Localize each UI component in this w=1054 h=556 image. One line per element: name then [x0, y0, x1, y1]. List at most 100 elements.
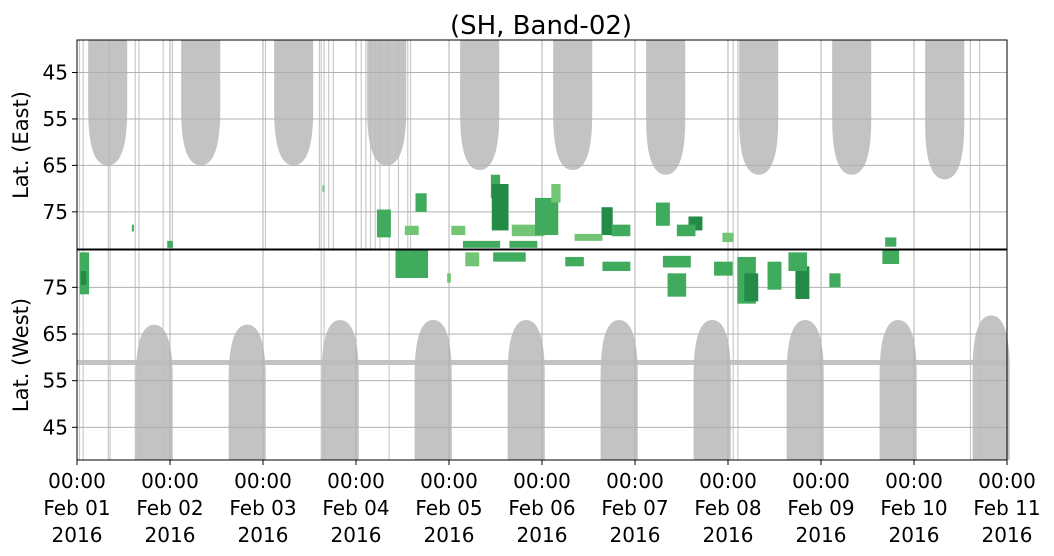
y-tick-label: 45 [43, 415, 68, 439]
no-data-lobe [228, 324, 266, 460]
no-data-line [138, 250, 140, 460]
west-no-data-coverage [77, 250, 1010, 460]
west-panel: 75 65 55 45 [43, 249, 1010, 461]
west-y-ticks: 75 65 55 45 [43, 275, 77, 439]
event-cell [376, 209, 391, 238]
no-data-lobe [786, 320, 824, 460]
x-tick-time: 00:00 [699, 469, 757, 493]
event-cell [451, 225, 466, 236]
no-data-line [374, 40, 376, 249]
no-data-lobe [600, 320, 638, 460]
no-data-line [320, 250, 322, 460]
x-tick-time: 00:00 [792, 469, 850, 493]
event-cell [676, 224, 696, 237]
x-tick-date: Feb 04 [322, 496, 389, 520]
no-data-lobe [972, 315, 1010, 460]
event-cell [601, 207, 613, 236]
event-cell [788, 252, 808, 271]
x-axis-ticks: 00:00 Feb 01 2016 00:00 Feb 02 2016 00:00 Feb 0… [43, 460, 1041, 547]
event-cell [744, 273, 759, 302]
x-tick-time: 00:00 [420, 469, 478, 493]
y-tick-label: 75 [43, 200, 68, 224]
no-data-line [737, 40, 739, 249]
event-cell [462, 240, 501, 248]
x-tick-year: 2016 [424, 523, 475, 547]
no-data-lobe [460, 40, 500, 171]
event-cell [167, 240, 173, 248]
no-data-line [732, 40, 734, 249]
x-tick-time: 00:00 [234, 469, 292, 493]
no-data-line [78, 40, 81, 249]
no-data-lobe [321, 320, 359, 460]
event-cell [509, 240, 538, 248]
no-data-line [397, 40, 400, 249]
no-data-line [732, 250, 734, 460]
x-tick-time: 00:00 [327, 469, 385, 493]
no-data-line [109, 250, 111, 460]
x-tick-date: Feb 01 [43, 496, 110, 520]
east-event-cells [131, 174, 897, 248]
x-tick-date: Feb 02 [136, 496, 203, 520]
event-cell [795, 266, 810, 299]
x-tick-year: 2016 [145, 523, 196, 547]
event-cell [611, 224, 631, 237]
no-data-line [979, 250, 981, 460]
event-cell [767, 261, 782, 290]
event-cell [447, 273, 451, 283]
chart-title: (SH, Band-02) [450, 11, 632, 41]
x-tick-year: 2016 [889, 523, 940, 547]
no-data-lobe [879, 320, 917, 460]
x-tick-time: 00:00 [885, 469, 943, 493]
event-cell [395, 250, 429, 278]
no-data-line [369, 40, 372, 249]
x-tick-year: 2016 [52, 523, 103, 547]
y-tick-label: 75 [43, 275, 68, 299]
no-data-line [407, 40, 409, 249]
y-axis-label-east: Lat. (East) [9, 91, 33, 199]
west-event-cells [79, 250, 900, 304]
y-tick-label: 65 [43, 153, 68, 177]
x-tick-time: 00:00 [606, 469, 664, 493]
event-cell [491, 183, 509, 231]
y-tick-label: 55 [43, 369, 68, 393]
event-cell [551, 183, 561, 203]
x-tick-date: Feb 06 [508, 496, 575, 520]
no-data-line [107, 250, 109, 460]
no-data-lobe [739, 40, 779, 175]
x-tick-year: 2016 [703, 523, 754, 547]
no-data-line [162, 250, 164, 460]
no-data-line [409, 40, 412, 249]
no-data-lobe [553, 40, 593, 171]
x-tick-year: 2016 [331, 523, 382, 547]
y-tick-label: 45 [43, 61, 68, 85]
no-data-line [107, 40, 109, 249]
event-cell [574, 233, 603, 241]
x-tick-time: 00:00 [978, 469, 1036, 493]
no-data-line [323, 40, 325, 249]
x-tick-date: Feb 08 [694, 496, 761, 520]
no-data-lobe [414, 320, 452, 460]
event-cell [655, 202, 670, 226]
event-cell [885, 237, 897, 247]
east-panel: 45 55 65 75 [43, 39, 1008, 250]
no-data-line [82, 40, 84, 249]
x-tick-time: 00:00 [48, 469, 106, 493]
east-y-ticks: 45 55 65 75 [43, 61, 77, 224]
east-no-data-coverage [78, 40, 981, 249]
no-data-lobe [693, 320, 731, 460]
event-cell [829, 273, 841, 288]
no-data-line [320, 40, 322, 249]
x-tick-year: 2016 [610, 523, 661, 547]
x-tick-date: Feb 07 [601, 496, 668, 520]
event-cell [714, 261, 733, 276]
x-tick-date: Feb 10 [880, 496, 947, 520]
x-tick-date: Feb 05 [415, 496, 482, 520]
no-data-lobe [925, 40, 965, 180]
no-data-line [264, 40, 267, 249]
event-cell [565, 257, 584, 267]
x-tick-time: 00:00 [141, 469, 199, 493]
no-data-lobe [181, 40, 221, 166]
no-data-line [134, 40, 136, 249]
no-data-line [332, 40, 334, 249]
